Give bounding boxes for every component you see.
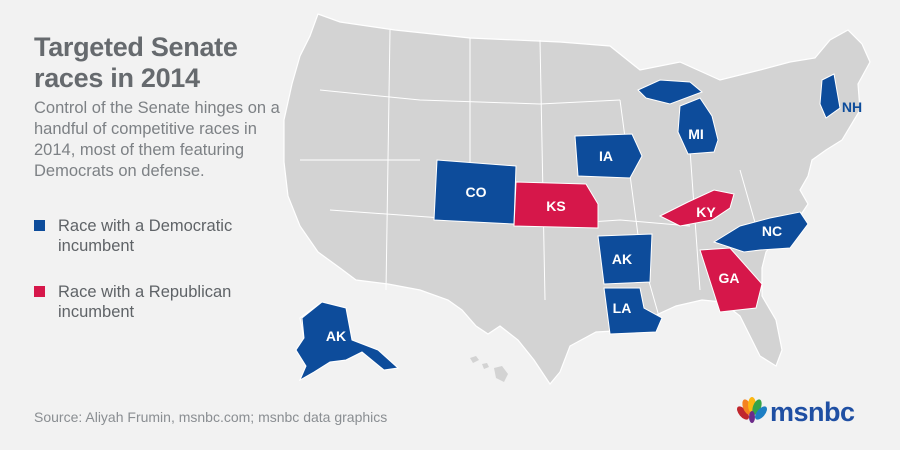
state-labels: CO KS IA MI NH KY NC AK LA GA AK <box>326 99 862 344</box>
legend-label-republican: Race with a Republican incumbent <box>58 283 232 321</box>
description: Control of the Senate hinges on a handfu… <box>34 99 280 180</box>
legend-swatch-democratic <box>34 220 45 231</box>
label-ky: KY <box>696 204 716 220</box>
legend-item-democratic: Race with a Democratic incumbent <box>34 216 274 282</box>
state-ia <box>574 133 643 179</box>
legend: Race with a Democratic incumbent Race wi… <box>34 216 274 348</box>
state-ak <box>295 301 400 382</box>
label-ga: GA <box>719 270 740 286</box>
state-mi-upper <box>637 79 703 105</box>
peacock-icon <box>737 397 767 423</box>
logo-text: msnbc <box>770 397 855 427</box>
label-co: CO <box>466 184 487 200</box>
state-ks <box>513 181 599 229</box>
label-ks: KS <box>546 198 565 214</box>
legend-item-republican: Race with a Republican incumbent <box>34 282 274 348</box>
state-la <box>603 287 663 335</box>
state-nc <box>712 211 809 253</box>
label-ak: AK <box>326 328 346 344</box>
targeted-states <box>295 73 841 382</box>
label-nc: NC <box>762 223 782 239</box>
source-note: Source: Aliyah Frumin, msnbc.com; msnbc … <box>34 409 388 425</box>
hawaii-land <box>470 356 508 382</box>
label-la: LA <box>613 300 632 316</box>
state-nh <box>819 73 841 119</box>
label-ia: IA <box>599 148 613 164</box>
state-ga <box>699 247 763 313</box>
state-mi <box>677 97 719 155</box>
msnbc-logo: msnbc <box>736 397 876 433</box>
label-ar: AK <box>612 251 632 267</box>
legend-swatch-republican <box>34 286 45 297</box>
state-ky <box>658 189 735 227</box>
legend-label-democratic: Race with a Democratic incumbent <box>58 217 233 255</box>
state-ar <box>597 233 653 285</box>
label-mi: MI <box>688 126 704 142</box>
label-nh: NH <box>842 99 862 115</box>
page-title: Targeted Senate races in 2014 <box>34 32 238 93</box>
